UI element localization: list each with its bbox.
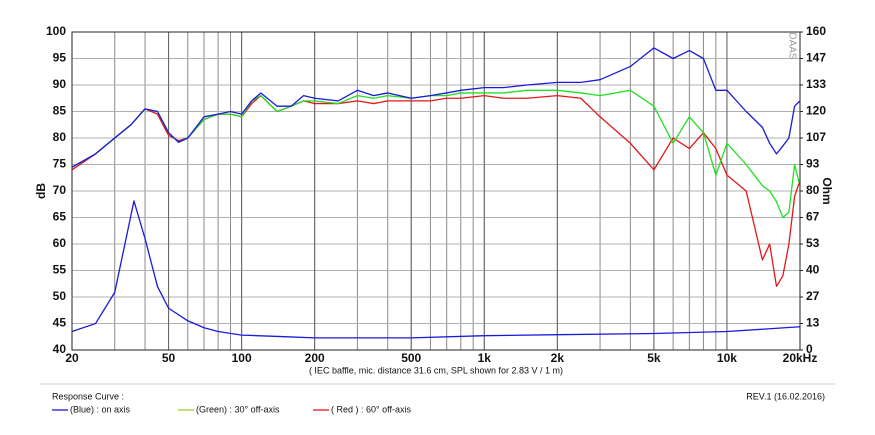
y2-tick-label: 0 [806,342,813,356]
x-tick-label: 20kHz [783,351,818,365]
y-tick-label: 50 [53,289,67,303]
legend-label: (Green) : 30° off-axis [196,404,280,414]
series-line [71,200,801,339]
y-tick-label: 65 [53,210,67,224]
plot [71,47,801,339]
y-tick-label: 90 [53,77,67,91]
y-tick-label: 95 [53,51,67,65]
y2-tick-label: 27 [806,289,820,303]
revision-note: REV.1 (16.02.2016) [746,391,825,401]
x-tick-label: 100 [232,351,252,365]
x-tick-label: 5k [647,351,661,365]
x-tick-label: 2k [551,351,565,365]
legend-label: (Blue) : on axis [70,404,131,414]
y2-tick-label: 13 [806,316,820,330]
y-tick-label: 55 [53,263,67,277]
y-tick-label: 80 [53,130,67,144]
x-tick-label: 50 [162,351,176,365]
y2-tick-label: 147 [806,51,826,65]
grid [71,31,801,351]
x-tick-label: 10k [717,351,737,365]
y-axis-label: dB [34,183,48,199]
y2-tick-label: 40 [806,263,820,277]
y-tick-label: 75 [53,157,67,171]
y-tick-label: 70 [53,183,67,197]
legend: (Blue) : on axis (Green) : 30° off-axis ( … [52,404,411,414]
y2-tick-label: 160 [806,24,826,38]
legend-title: Response Curve : [52,391,124,401]
y-tick-label: 100 [46,24,66,38]
y2-tick-label: 53 [806,236,820,250]
watermark: DAAS [786,32,797,60]
y-tick-label: 60 [53,236,67,250]
x-tick-label: 200 [305,351,325,365]
y-tick-label: 40 [53,342,67,356]
y2-tick-label: 93 [806,157,820,171]
y-tick-label: 85 [53,104,67,118]
x-tick-label: 500 [401,351,421,365]
y2-tick-label: 107 [806,130,826,144]
y-tick-label: 45 [53,316,67,330]
x-axis-label: ( IEC baffle, mic. distance 31.6 cm, SPL… [309,365,563,375]
y2-tick-label: 67 [806,210,820,224]
x-tick-label: 20 [65,351,79,365]
x-tick-label: 1k [478,351,492,365]
y2-tick-label: 133 [806,77,826,91]
y2-axis-label: Ohm [820,177,834,204]
series-line [71,47,801,168]
y2-tick-label: 80 [806,183,820,197]
y2-tick-label: 120 [806,104,826,118]
legend-label: ( Red ) : 60° off-axis [331,404,411,414]
